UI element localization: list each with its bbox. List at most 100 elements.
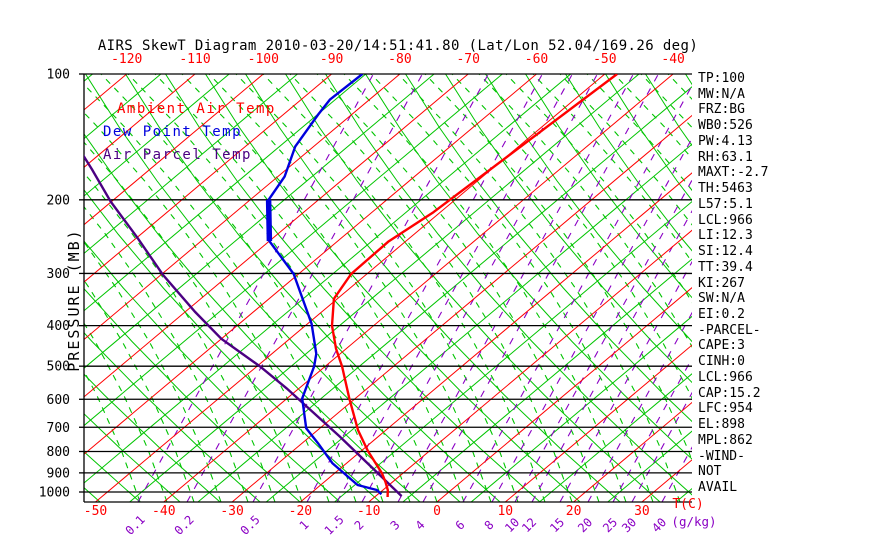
- legend-ambient-air-temp: Ambient Air Temp: [117, 101, 276, 117]
- temp-tick-label-top: -100: [248, 52, 279, 67]
- moist-adiabat-line: [84, 141, 303, 502]
- isotherm-major-line: [231, 114, 692, 502]
- parameter-item: KI:267: [698, 275, 745, 291]
- mixing-ratio-tick-label: 25: [600, 515, 620, 535]
- pressure-tick-label: 300: [47, 267, 70, 282]
- isotherm-major-line: [573, 401, 692, 502]
- isotherm-minor-line: [84, 74, 298, 255]
- temp-tick-label-bottom: -30: [220, 504, 243, 519]
- parameter-item: RH:63.1: [698, 149, 753, 165]
- mixing-ratio-tick-label: 6: [453, 518, 468, 533]
- dry-adiabat-line: [365, 74, 692, 460]
- mixing-ratio-tick-label: 15: [547, 515, 567, 535]
- temp-tick-label-bottom: 20: [566, 504, 582, 519]
- mixing-ratio-line: [397, 74, 634, 502]
- temp-tick-label-top: -110: [179, 52, 210, 67]
- mixing-ratio-tick-label: 2: [352, 518, 367, 533]
- mixing-ratio-line: [531, 209, 692, 502]
- parameter-item: TP:100: [698, 71, 745, 86]
- isotherm-minor-line: [265, 143, 692, 502]
- dry-adiabat-line: [84, 133, 421, 502]
- dry-adiabat-line: [85, 74, 461, 502]
- temp-tick-label-top: -50: [593, 52, 616, 67]
- mixing-ratio-tick-label: 4: [413, 518, 428, 533]
- moist-adiabat-line: [84, 322, 168, 502]
- moist-adiabat-line: [208, 74, 492, 502]
- moist-adiabat-line: [84, 205, 249, 502]
- temp-tick-label-top: -60: [525, 52, 548, 67]
- dry-adiabat-line: [285, 74, 661, 502]
- parameter-item: LCL:966: [698, 212, 753, 228]
- moist-adiabat-line: [857, 74, 870, 502]
- mixing-ratio-tick-label: 3: [388, 518, 403, 533]
- dry-adiabat-line: [325, 74, 692, 496]
- dew-point-thick-segment: [265, 199, 273, 242]
- isotherm-minor-line: [402, 258, 692, 502]
- pressure-tick-label: 100: [47, 68, 70, 83]
- isotherm-major-line: [84, 74, 469, 398]
- parameter-item: CAP:15.2: [698, 385, 761, 401]
- mixing-ratio-line: [422, 74, 659, 502]
- moist-adiabat-line: [127, 74, 411, 502]
- mixing-ratio-line: [361, 74, 598, 502]
- temp-tick-label-bottom: 10: [497, 504, 513, 519]
- isotherm-minor-line: [334, 200, 692, 502]
- dry-adiabat-line: [84, 240, 341, 502]
- mixing-ratio-line: [491, 137, 692, 502]
- isotherm-minor-line: [197, 86, 692, 502]
- mixing-ratio-line: [587, 311, 692, 502]
- grid-layer: [0, 74, 870, 502]
- parameter-item: LCL:966: [698, 369, 753, 385]
- parameter-item: EI:0.2: [698, 307, 745, 323]
- page-title: AIRS SkewT Diagram 2010-03-20/14:51:41.8…: [97, 38, 699, 54]
- pressure-tick-label: 200: [47, 193, 70, 208]
- temp-tick-label-top: -70: [456, 52, 479, 67]
- moist-adiabat-line: [343, 74, 627, 502]
- isotherm-major-line: [84, 74, 401, 341]
- isotherm-major-line: [0, 74, 58, 502]
- dry-adiabat-line: [84, 331, 261, 502]
- dry-adiabat-line: [84, 373, 221, 502]
- parameter-item: AVAIL: [698, 480, 738, 496]
- temp-tick-label-bottom: 30: [634, 504, 650, 519]
- pressure-tick-label: 900: [47, 466, 70, 481]
- dry-adiabat-line: [125, 74, 501, 502]
- legend-air-parcel-temp: Air Parcel Temp: [103, 147, 252, 163]
- parameter-panel: TP:100 MW:N/A FRZ:BG WB0:526 PW:4.13 RH:63.1 M…: [698, 71, 768, 496]
- isotherm-major-line: [95, 74, 606, 502]
- mixing-ratio-tick-label: 1: [297, 518, 312, 533]
- pressure-tick-label: 800: [47, 445, 70, 460]
- mixing-ratio-tick-label: 8: [482, 518, 497, 533]
- mixing-ratio-tick-label: 1.5: [322, 513, 347, 538]
- parameter-item: -PARCEL-: [698, 322, 761, 338]
- dry-adiabat-line: [84, 288, 301, 502]
- temp-tick-label-top: -120: [111, 52, 142, 67]
- moist-adiabat-line: [776, 74, 870, 502]
- pressure-tick-label: 600: [47, 393, 70, 408]
- parameter-item: TH:5463: [698, 181, 753, 197]
- moist-adiabat-line: [803, 74, 870, 502]
- dry-adiabat-line: [565, 74, 692, 252]
- moist-adiabat-line: [532, 74, 692, 263]
- mixing-ratio-line: [514, 179, 692, 502]
- moist-adiabat-line: [154, 74, 438, 502]
- dew-point-curve: [267, 74, 383, 496]
- dry-adiabat-line: [245, 74, 621, 502]
- isotherm-minor-line: [84, 74, 571, 484]
- parameter-item: MAXT:-2.7: [698, 165, 769, 181]
- temp-tick-label-bottom: -20: [289, 504, 312, 519]
- isotherm-minor-line: [84, 74, 367, 312]
- dry-adiabat-line: [645, 74, 692, 147]
- dry-adiabat-line: [485, 74, 692, 343]
- isotherm-minor-line: [84, 74, 503, 427]
- pressure-tick-label: 500: [47, 360, 70, 375]
- mixing-ratio-line: [306, 74, 543, 502]
- moist-adiabat-line: [235, 74, 519, 502]
- moist-adiabat-line: [316, 74, 600, 502]
- temp-tick-label-top: -80: [388, 52, 411, 67]
- parameter-item: TT:39.4: [698, 259, 753, 275]
- moist-adiabat-line: [84, 83, 357, 502]
- isotherm-minor-line: [84, 74, 435, 369]
- isotherm-major-line: [368, 229, 692, 502]
